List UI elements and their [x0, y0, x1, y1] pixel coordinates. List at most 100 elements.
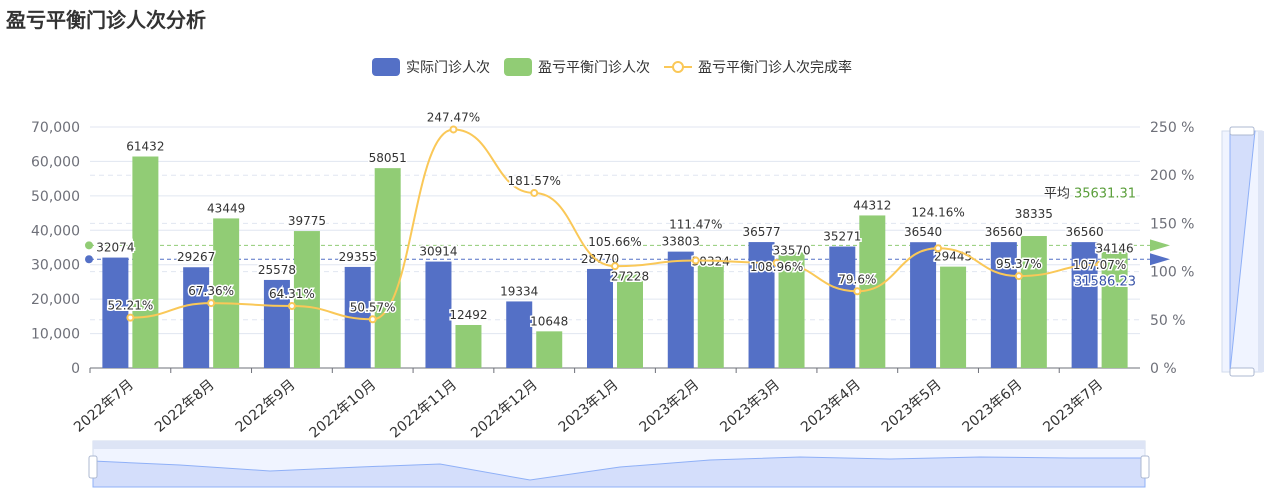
left-axis-tick: 20,000: [31, 292, 80, 308]
breakeven-bar: [1101, 250, 1128, 368]
line-data-label: 105.66%: [588, 235, 641, 249]
actual-bar: [990, 242, 1017, 368]
bar-data-label: 44312: [853, 198, 891, 212]
actual-bar: [667, 251, 694, 368]
bar-data-label: 36540: [904, 225, 942, 239]
breakeven-bar: [617, 274, 643, 368]
legend-marker: [672, 61, 684, 73]
line-point: [368, 315, 377, 324]
left-axis-tick: 10,000: [31, 327, 80, 343]
average-start-green: [85, 241, 93, 250]
line-point: [287, 302, 296, 311]
line-data-label: 181.57%: [508, 174, 561, 188]
bar-data-label: 32074: [96, 241, 134, 255]
legend-swatch[interactable]: [372, 58, 400, 76]
average-label: 平均 35631.31: [1044, 186, 1136, 201]
x-axis-label: 2023年5月: [879, 377, 945, 436]
actual-bar: [263, 279, 290, 368]
bar-data-label: 36560: [985, 225, 1023, 239]
bar-data-label: 39775: [288, 214, 326, 228]
line-data-label: 108.96%: [750, 260, 803, 274]
datazoom-handle-left[interactable]: [88, 455, 98, 479]
left-axis-tick: 40,000: [31, 223, 80, 239]
actual-bar: [183, 267, 210, 368]
legend-swatch[interactable]: [504, 58, 532, 76]
average-label-text: 平均: [1044, 186, 1074, 201]
x-axis-label: 2022年8月: [152, 377, 218, 436]
bar-data-label: 29355: [339, 250, 377, 264]
bar-data-label: 34146: [1096, 241, 1134, 255]
bar-data-label: 29267: [177, 250, 215, 264]
breakeven-bar: [697, 263, 724, 368]
line-point: [126, 313, 135, 322]
bar-data-label: 25578: [258, 263, 296, 277]
line-data-label: 124.16%: [911, 205, 964, 219]
legend-item[interactable]: 实际门诊人次: [406, 60, 490, 76]
x-axis-label: 2022年11月: [387, 377, 460, 442]
breakeven-bar: [132, 156, 159, 368]
vertical-handle-top[interactable]: [1229, 126, 1255, 136]
legend-item[interactable]: 盈亏平衡门诊人次: [538, 60, 650, 76]
x-axis-label: 2022年12月: [468, 377, 541, 442]
actual-bar: [1071, 242, 1098, 368]
breakeven-bar: [778, 252, 805, 368]
actual-bar: [910, 242, 937, 368]
breakeven-bar: [213, 218, 240, 368]
bar-data-label: 38335: [1015, 207, 1053, 221]
x-axis-label: 2023年3月: [717, 377, 783, 436]
actual-bar: [587, 268, 613, 368]
line-point: [853, 287, 862, 296]
bar-data-label: 19334: [500, 284, 538, 298]
bar-data-label: 61432: [126, 139, 164, 153]
datazoom-handle-right[interactable]: [1140, 455, 1150, 479]
x-axis-label: 2023年2月: [636, 377, 702, 436]
line-point: [691, 256, 700, 265]
average-start-blue: [85, 255, 93, 264]
line-point: [772, 258, 781, 267]
line-data-label: 52.21%: [108, 299, 154, 313]
bar-data-label: 58051: [369, 151, 407, 165]
x-axis-label: 2022年10月: [307, 377, 380, 442]
bar-data-label: 30914: [419, 245, 457, 259]
left-axis-tick: 70,000: [31, 120, 80, 136]
x-axis-label: 2023年7月: [1040, 377, 1106, 436]
actual-bar: [829, 246, 856, 368]
line-point: [1014, 272, 1023, 281]
left-axis-tick: 0: [71, 361, 80, 377]
x-axis-label: 2023年4月: [798, 377, 864, 436]
datazoom-top-bar[interactable]: [93, 441, 1145, 449]
breakeven-bar: [293, 231, 320, 368]
line-data-label: 64.31%: [269, 287, 315, 301]
line-point: [611, 262, 619, 271]
bar-data-label: 36577: [742, 225, 780, 239]
bar-data-label: 33570: [772, 243, 810, 257]
vertical-handle-bottom[interactable]: [1229, 367, 1255, 377]
right-axis-tick: 200 %: [1150, 168, 1194, 184]
average-value-blue: 31586.23: [1074, 274, 1136, 289]
x-axis-label: 2023年1月: [556, 377, 622, 436]
breakeven-bar: [455, 324, 482, 368]
line-data-label: 50.57%: [350, 300, 396, 314]
chart-title: 盈亏平衡门诊人次分析: [6, 8, 206, 32]
breakeven-bar: [940, 266, 967, 368]
vertical-datazoom-bar[interactable]: [1258, 131, 1264, 372]
line-point: [530, 188, 539, 197]
x-axis-label: 2022年7月: [71, 377, 137, 436]
line-data-label: 111.47%: [669, 218, 722, 232]
line-data-label: 107.07%: [1073, 258, 1126, 272]
line-point: [1095, 260, 1104, 269]
completion-rate-line: [130, 128, 1100, 321]
legend-item[interactable]: 盈亏平衡门诊人次完成率: [698, 59, 852, 76]
average-arrow-green: [1150, 239, 1170, 252]
actual-bar: [102, 257, 129, 368]
left-axis-tick: 60,000: [31, 154, 80, 170]
x-axis-label: 2022年9月: [233, 377, 299, 436]
bar-data-label: 36560: [1066, 225, 1104, 239]
left-axis-tick: 30,000: [31, 258, 80, 274]
x-axis-label: 2023年6月: [960, 377, 1026, 436]
line-data-label: 247.47%: [427, 110, 480, 124]
actual-bar: [425, 261, 452, 368]
right-axis-tick: 50 %: [1150, 313, 1186, 329]
